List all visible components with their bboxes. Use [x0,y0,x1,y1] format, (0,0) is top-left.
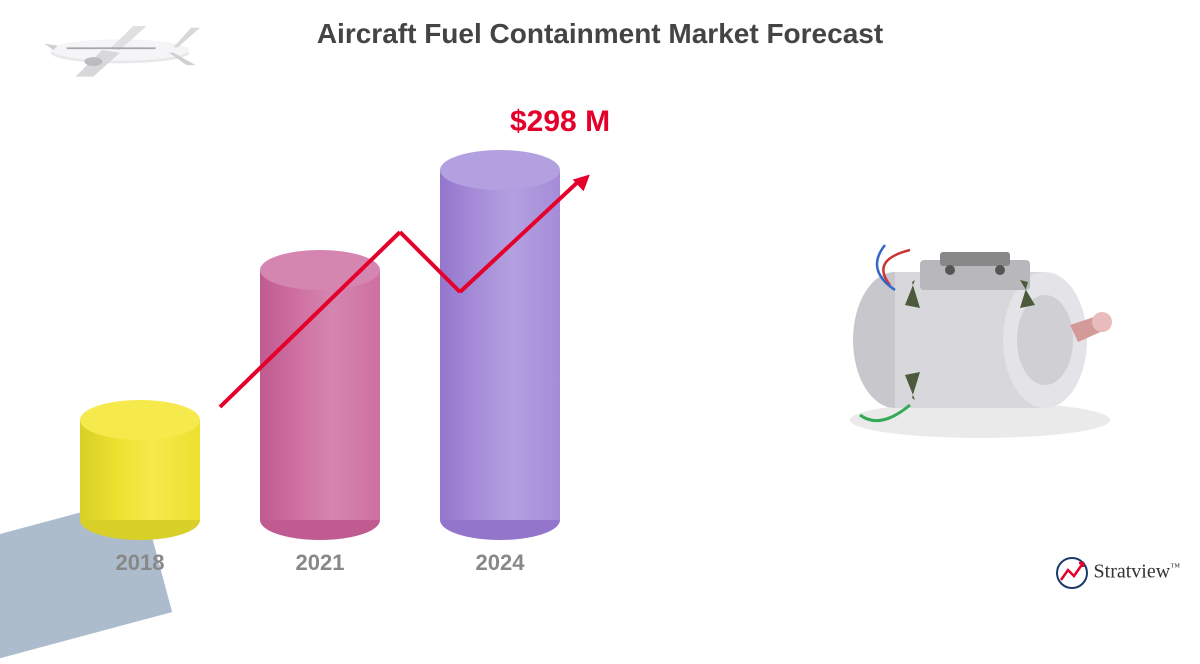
bar-2018 [80,420,200,520]
xlabel-2018: 2018 [80,550,200,576]
xlabel-2021: 2021 [260,550,380,576]
fuel-tank-icon [820,230,1140,450]
xlabel-2024: 2024 [440,550,560,576]
aircraft-icon [30,10,210,90]
forecast-chart: 201820212024 [80,100,680,550]
bar-2024 [440,170,560,520]
logo-text: Stratview [1094,561,1171,583]
brand-logo: Stratview™ [1055,556,1180,590]
logo-tm: ™ [1170,562,1180,573]
peak-value-label: $298 M [510,105,610,139]
logo-icon [1055,556,1089,590]
trend-arrowhead [573,169,596,192]
